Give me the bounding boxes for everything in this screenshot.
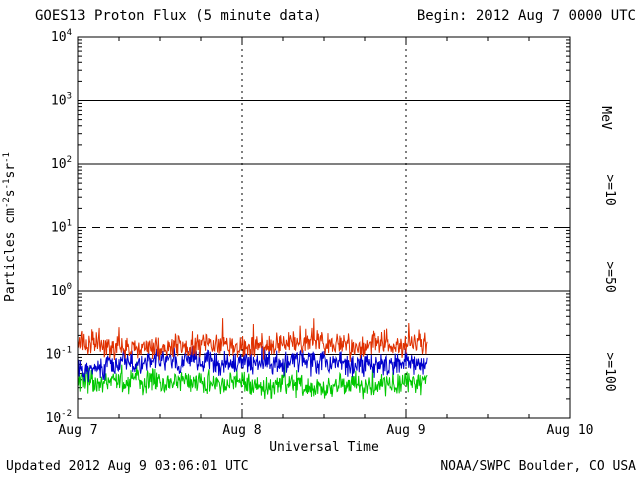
y-tick-label: 102	[51, 155, 72, 172]
y-tick-label: 101	[51, 219, 72, 236]
y-tick-labels: 104 103 102 101 100 10-1 10-2	[46, 28, 73, 426]
data-series	[77, 318, 428, 400]
series-trace->=50	[77, 345, 428, 383]
x-tick-label: Aug 9	[386, 423, 425, 438]
x-tick-label: Aug 10	[547, 423, 594, 438]
right-axis-unit-label: MeV	[598, 106, 613, 130]
plot-frame	[77, 36, 571, 419]
y-tick-label: 100	[51, 282, 72, 299]
x-tick-labels: Aug 7 Aug 8 Aug 9 Aug 10	[58, 423, 593, 438]
chart-title: GOES13 Proton Flux (5 minute data)	[35, 8, 322, 24]
begin-timestamp: Begin: 2012 Aug 7 0000 UTC	[417, 8, 636, 24]
x-tick-label: Aug 8	[222, 423, 261, 438]
x-axis-label: Universal Time	[269, 440, 379, 455]
axis-ticks	[78, 37, 570, 418]
y-tick-label: 10-2	[46, 409, 73, 426]
right-axis-labels: MeV >=10 >=50 >=100	[598, 106, 617, 391]
series-trace->=100	[77, 361, 428, 400]
series-trace->=10	[77, 318, 428, 362]
y-tick-label: 103	[51, 92, 72, 109]
x-tick-label: Aug 7	[58, 423, 97, 438]
right-series-label-1: >=10	[602, 174, 617, 205]
y-tick-label: 10-1	[46, 346, 73, 363]
updated-timestamp: Updated 2012 Aug 9 03:06:01 UTC	[6, 459, 249, 474]
right-series-label-2: >=50	[602, 261, 617, 292]
y-tick-label: 104	[51, 28, 72, 45]
y-axis-label: Particles cm-2s-1sr-1	[2, 152, 18, 302]
credit-label: NOAA/SWPC Boulder, CO USA	[440, 459, 636, 474]
right-series-label-3: >=100	[602, 352, 617, 391]
